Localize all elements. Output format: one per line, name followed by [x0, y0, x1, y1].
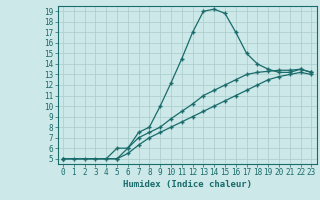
X-axis label: Humidex (Indice chaleur): Humidex (Indice chaleur): [123, 180, 252, 189]
